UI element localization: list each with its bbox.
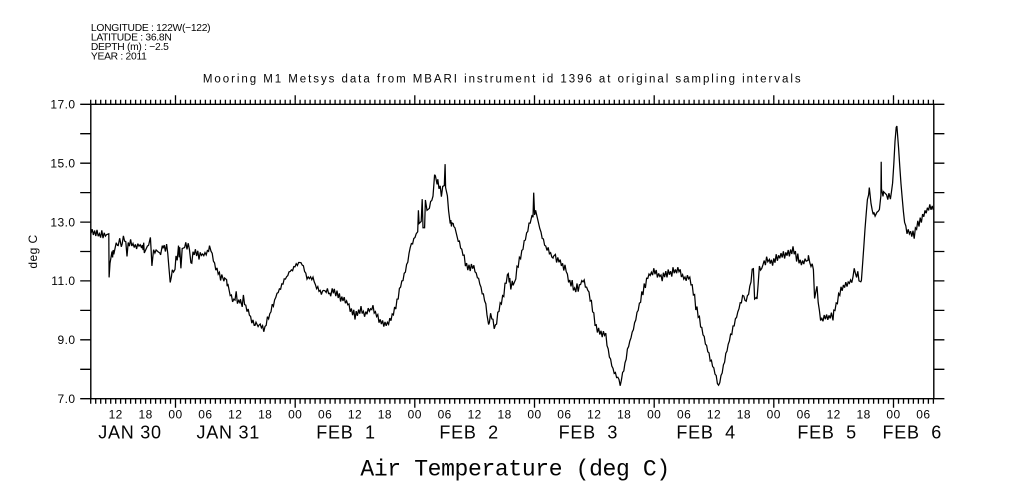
svg-text:Mooring M1 Metsys data from MB: Mooring M1 Metsys data from MBARI instru… (203, 74, 803, 86)
svg-text:JAN 31: JAN 31 (197, 423, 261, 443)
svg-text:18: 18 (378, 408, 392, 422)
svg-text:00: 00 (886, 408, 900, 422)
svg-text:11.0: 11.0 (51, 274, 75, 288)
svg-text:18: 18 (138, 408, 152, 422)
svg-text:12: 12 (707, 408, 721, 422)
svg-text:18: 18 (258, 408, 272, 422)
svg-text:06: 06 (318, 408, 332, 422)
svg-text:15.0: 15.0 (50, 157, 75, 171)
svg-text:FEB 1: FEB 1 (316, 423, 376, 443)
svg-text:00: 00 (527, 408, 541, 422)
svg-text:FEB 6: FEB 6 (883, 423, 943, 443)
svg-text:LATITUDE : 36.8N: LATITUDE : 36.8N (91, 33, 172, 44)
svg-text:06: 06 (916, 408, 930, 422)
svg-text:12: 12 (587, 408, 601, 422)
svg-text:12: 12 (468, 408, 482, 422)
svg-text:18: 18 (617, 408, 631, 422)
svg-text:9.0: 9.0 (57, 333, 75, 347)
svg-text:13.0: 13.0 (50, 215, 75, 229)
svg-text:Air Temperature (deg C): Air Temperature (deg C) (360, 456, 669, 482)
svg-text:06: 06 (557, 408, 571, 422)
svg-text:12: 12 (228, 408, 242, 422)
svg-text:JAN 30: JAN 30 (98, 423, 162, 443)
svg-text:06: 06 (438, 408, 452, 422)
svg-text:LONGITUDE : 122W(−122): LONGITUDE : 122W(−122) (91, 23, 210, 34)
svg-text:00: 00 (288, 408, 302, 422)
svg-text:18: 18 (856, 408, 870, 422)
svg-text:00: 00 (647, 408, 661, 422)
svg-text:06: 06 (797, 408, 811, 422)
svg-text:deg C: deg C (26, 234, 40, 268)
svg-text:18: 18 (497, 408, 511, 422)
svg-text:FEB 2: FEB 2 (439, 423, 499, 443)
svg-text:FEB 4: FEB 4 (676, 423, 736, 443)
svg-text:00: 00 (168, 408, 182, 422)
svg-text:00: 00 (408, 408, 422, 422)
svg-text:06: 06 (198, 408, 212, 422)
svg-text:00: 00 (767, 408, 781, 422)
svg-text:YEAR : 2011: YEAR : 2011 (91, 52, 147, 63)
svg-text:12: 12 (827, 408, 841, 422)
svg-text:FEB 5: FEB 5 (797, 423, 857, 443)
svg-text:18: 18 (737, 408, 751, 422)
svg-text:DEPTH (m) : −2.5: DEPTH (m) : −2.5 (91, 42, 169, 53)
svg-text:FEB 3: FEB 3 (559, 423, 619, 443)
svg-text:17.0: 17.0 (50, 98, 75, 112)
svg-text:12: 12 (348, 408, 362, 422)
svg-text:06: 06 (677, 408, 691, 422)
svg-text:12: 12 (109, 408, 123, 422)
svg-text:7.0: 7.0 (57, 392, 75, 406)
